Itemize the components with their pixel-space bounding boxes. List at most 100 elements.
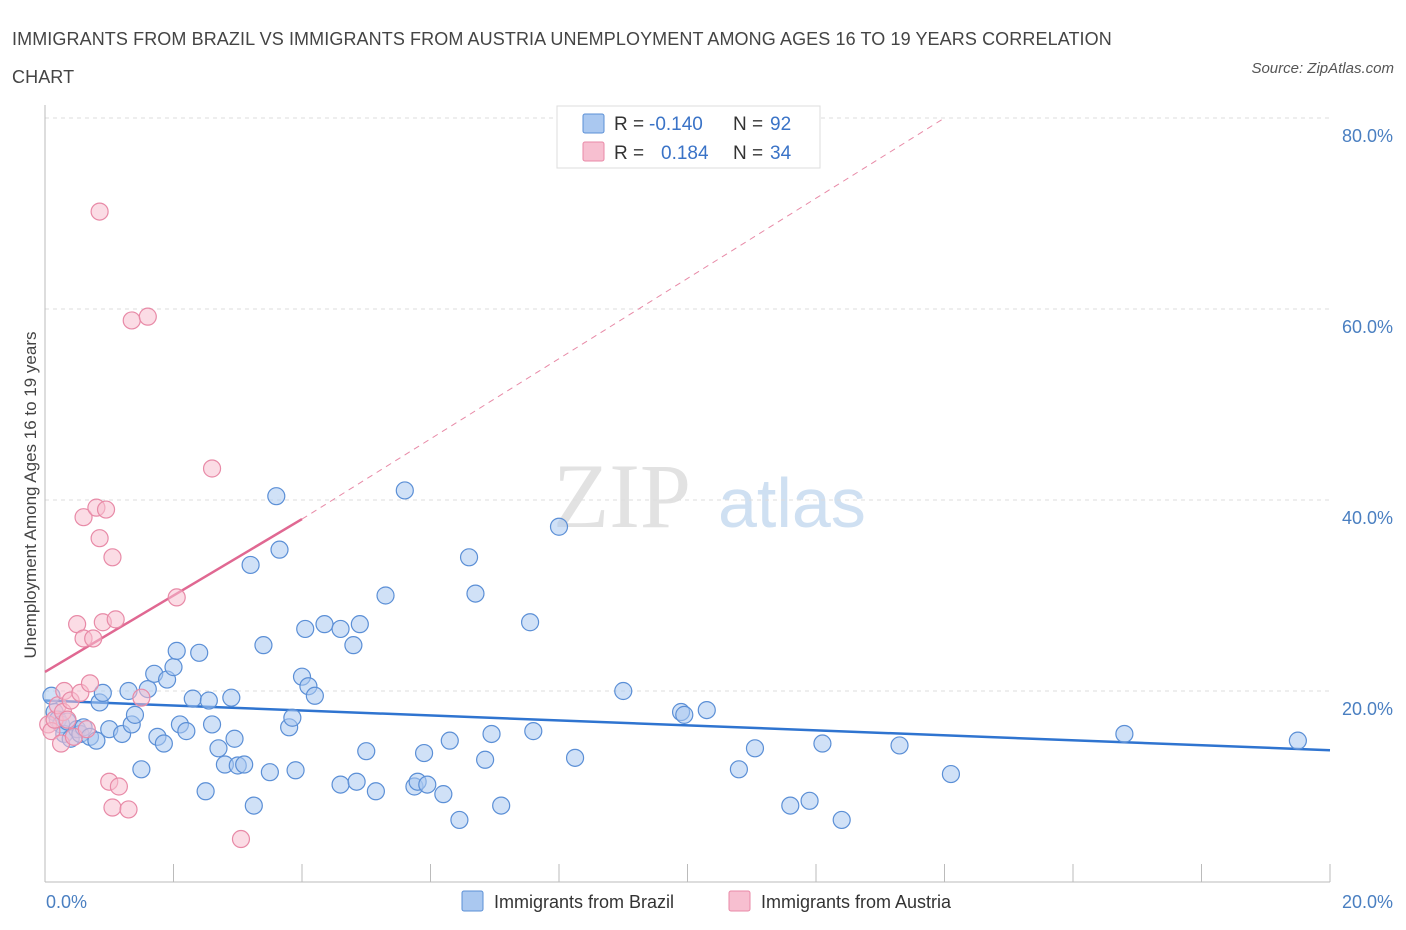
- point-brazil: [376, 586, 395, 605]
- point-austria: [90, 202, 109, 221]
- source-label: Source: ZipAtlas.com: [1251, 60, 1394, 77]
- point-brazil: [235, 755, 254, 774]
- point-brazil: [331, 619, 350, 639]
- y-tick-label: 60.0%: [1342, 317, 1393, 337]
- point-austria: [84, 629, 103, 648]
- point-brazil: [781, 796, 800, 815]
- point-brazil: [482, 724, 501, 744]
- point-brazil: [267, 487, 286, 506]
- y-axis-label: Unemployment Among Ages 16 to 19 years: [21, 332, 40, 659]
- point-brazil: [199, 691, 218, 710]
- point-austria: [109, 777, 128, 796]
- point-brazil: [132, 760, 151, 779]
- point-brazil: [270, 540, 289, 559]
- legend-r-label-brazil: R =: [614, 114, 644, 135]
- point-brazil: [286, 761, 305, 780]
- point-brazil: [183, 689, 202, 708]
- legend-n-value-brazil: 92: [770, 114, 791, 135]
- legend-n-value-austria: 34: [770, 143, 792, 164]
- point-brazil: [202, 715, 222, 734]
- bottom-legend-label-austria: Immigrants from Austria: [761, 892, 952, 912]
- series-legend: Immigrants from Brazil Immigrants from A…: [461, 890, 952, 912]
- watermark-zip: ZIP: [553, 445, 691, 547]
- point-brazil: [154, 734, 173, 753]
- legend-n-label-brazil: N =: [733, 114, 763, 135]
- point-brazil: [459, 548, 479, 567]
- point-brazil: [196, 782, 215, 801]
- point-brazil: [222, 688, 241, 707]
- series-brazil-points: [42, 481, 1307, 830]
- point-brazil: [315, 615, 334, 634]
- point-brazil: [357, 742, 376, 761]
- point-brazil: [395, 481, 414, 500]
- point-austria: [77, 720, 96, 739]
- point-brazil: [434, 785, 453, 804]
- point-brazil: [254, 636, 273, 655]
- point-brazil: [1115, 724, 1134, 744]
- watermark-atlas: atlas: [718, 464, 866, 542]
- point-austria: [80, 674, 100, 693]
- legend-r-value-brazil: -0.140: [649, 114, 703, 135]
- point-brazil: [283, 708, 302, 727]
- watermark: ZIP atlas: [553, 445, 866, 547]
- x-tick-labels: 0.0% 20.0%: [46, 892, 1393, 912]
- point-brazil: [125, 705, 145, 724]
- point-austria: [74, 508, 93, 527]
- point-austria: [119, 800, 138, 819]
- trend-line-brazil: [44, 699, 1331, 752]
- point-brazil: [177, 722, 196, 741]
- point-austria: [132, 688, 151, 707]
- point-austria: [103, 548, 122, 567]
- point-brazil: [492, 796, 511, 815]
- correlation-legend: R = -0.140 N = 92 R = 0.184 N = 34: [556, 105, 821, 169]
- point-brazil: [241, 555, 260, 575]
- point-austria: [96, 500, 116, 519]
- point-brazil: [729, 760, 749, 779]
- point-brazil: [1288, 731, 1307, 750]
- point-brazil: [414, 743, 434, 763]
- point-austria: [106, 610, 125, 629]
- point-austria: [202, 459, 222, 478]
- point-austria: [90, 529, 109, 548]
- axes: [44, 105, 1331, 883]
- point-brazil: [745, 739, 765, 758]
- point-brazil: [244, 796, 263, 815]
- point-brazil: [190, 643, 209, 662]
- point-brazil: [209, 739, 228, 758]
- point-brazil: [167, 641, 186, 660]
- point-austria: [138, 307, 157, 326]
- trend-line-austria-extension: [301, 117, 945, 520]
- point-brazil: [675, 705, 694, 724]
- point-brazil: [890, 736, 909, 755]
- point-brazil: [549, 517, 569, 536]
- point-brazil: [296, 619, 315, 639]
- point-brazil: [331, 775, 350, 794]
- point-brazil: [350, 615, 369, 634]
- point-austria: [231, 829, 251, 849]
- chart-title: IMMIGRANTS FROM BRAZIL VS IMMIGRANTS FRO…: [12, 29, 1112, 87]
- point-brazil: [347, 772, 366, 791]
- point-brazil: [524, 722, 543, 741]
- point-brazil: [260, 763, 279, 782]
- bottom-legend-label-brazil: Immigrants from Brazil: [494, 892, 674, 912]
- point-brazil: [93, 683, 112, 703]
- y-tick-label: 80.0%: [1342, 126, 1393, 146]
- point-brazil: [941, 764, 961, 784]
- point-brazil: [450, 810, 469, 830]
- point-brazil: [800, 791, 819, 810]
- x-tick-label-min: 0.0%: [46, 892, 87, 912]
- point-brazil: [832, 810, 851, 830]
- point-austria: [122, 311, 141, 330]
- point-brazil: [366, 782, 385, 801]
- y-tick-labels: 20.0% 40.0% 60.0% 80.0%: [1342, 126, 1393, 719]
- point-brazil: [344, 636, 363, 655]
- point-brazil: [164, 658, 183, 677]
- point-brazil: [305, 686, 324, 705]
- point-austria: [58, 710, 77, 729]
- legend-swatch-brazil: [582, 113, 605, 134]
- point-brazil: [476, 750, 495, 769]
- point-austria: [103, 798, 122, 817]
- point-brazil: [813, 734, 832, 753]
- point-brazil: [697, 700, 716, 720]
- bottom-legend-swatch-brazil: [461, 890, 484, 912]
